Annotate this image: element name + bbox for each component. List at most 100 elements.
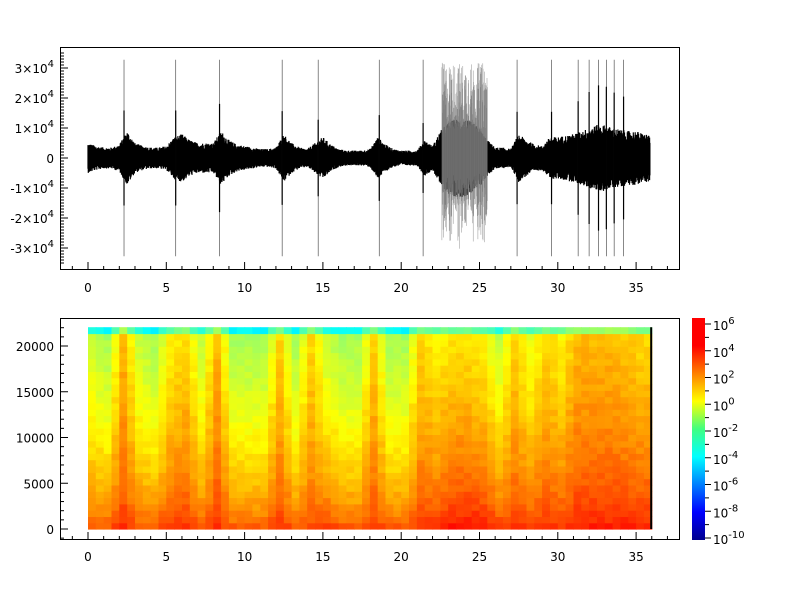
heatmap-cell	[268, 396, 277, 404]
heatmap-cell	[526, 352, 535, 360]
heatmap-cell	[597, 503, 606, 511]
heatmap-cell	[213, 522, 222, 530]
heatmap-cell	[385, 333, 394, 341]
heatmap-cell	[628, 396, 637, 404]
heatmap-cell	[103, 390, 113, 398]
heatmap-cell	[346, 371, 355, 379]
heatmap-cell	[628, 377, 637, 385]
heatmap-cell	[189, 522, 199, 530]
heatmap-cell	[604, 409, 614, 417]
heatmap-cell	[268, 352, 277, 360]
heatmap-cell	[111, 428, 120, 435]
heatmap-cell	[636, 466, 645, 473]
heatmap-cell	[597, 415, 606, 423]
heatmap-cell	[510, 402, 520, 410]
heatmap-cell	[440, 434, 449, 442]
heatmap-cell	[362, 377, 371, 385]
heatmap-cell	[315, 428, 324, 435]
heatmap-cell	[518, 478, 527, 486]
heatmap-cell	[213, 358, 222, 366]
heatmap-cell	[174, 365, 183, 372]
heatmap-cell	[268, 497, 277, 505]
heatmap-cell	[456, 510, 465, 517]
heatmap-cell	[597, 358, 606, 366]
heatmap-cell	[362, 346, 371, 354]
heatmap-cell	[385, 396, 394, 404]
colorbar-tick-label: 10-6	[713, 477, 738, 494]
heatmap-cell	[542, 402, 551, 410]
y-tick-label-base: 2×10	[15, 92, 48, 106]
heatmap-cell	[346, 402, 355, 410]
heatmap-cell	[338, 327, 347, 335]
heatmap-cell	[369, 453, 379, 461]
heatmap-cell	[197, 503, 206, 511]
heatmap-cell	[495, 365, 504, 372]
heatmap-cell	[409, 402, 418, 410]
heatmap-cell	[479, 510, 488, 517]
heatmap-cell	[557, 415, 567, 423]
heatmap-cell	[456, 491, 465, 499]
heatmap-cell	[307, 346, 316, 354]
heatmap-cell	[581, 415, 590, 423]
heatmap-cell	[416, 459, 426, 467]
heatmap-cell	[174, 409, 183, 417]
heatmap-cell	[338, 428, 347, 435]
heatmap-cell	[589, 472, 598, 480]
heatmap-cell	[213, 491, 222, 499]
heatmap-cell	[221, 415, 230, 423]
heatmap-cell	[338, 365, 347, 372]
heatmap-cell	[103, 358, 113, 366]
heatmap-cell	[377, 327, 387, 335]
heatmap-cell	[518, 371, 527, 379]
heatmap-cell	[401, 440, 410, 448]
heatmap-cell	[550, 491, 559, 499]
heatmap-cell	[221, 377, 230, 385]
heatmap-cell	[643, 327, 653, 335]
heatmap-cell	[88, 453, 97, 461]
heatmap-cell	[401, 339, 410, 347]
heatmap-cell	[299, 503, 308, 511]
heatmap-cell	[260, 491, 269, 499]
heatmap-cell	[377, 339, 387, 347]
heatmap-cell	[315, 447, 324, 454]
heatmap-cell	[111, 384, 120, 391]
heatmap-cell	[597, 327, 606, 335]
heatmap-cell	[589, 402, 598, 410]
heatmap-cell	[393, 421, 402, 429]
heatmap-cell	[197, 428, 206, 435]
heatmap-cell	[393, 478, 402, 486]
heatmap-cell	[158, 459, 167, 467]
heatmap-cell	[275, 396, 285, 404]
heatmap-cell	[189, 327, 199, 335]
heatmap-cell	[604, 371, 614, 379]
heatmap-cell	[542, 466, 551, 473]
heatmap-cell	[628, 371, 637, 379]
heatmap-cell	[252, 472, 261, 480]
heatmap-cell	[111, 453, 120, 461]
heatmap-cell	[221, 402, 230, 410]
heatmap-cell	[628, 510, 637, 517]
heatmap-cell	[597, 384, 606, 391]
heatmap-cell	[487, 434, 496, 442]
heatmap-cell	[142, 510, 152, 517]
heatmap-cell	[315, 327, 324, 335]
heatmap-cell	[205, 346, 214, 354]
heatmap-cell	[424, 358, 434, 366]
heatmap-cell	[275, 377, 285, 385]
heatmap-cell	[432, 409, 441, 417]
heatmap-cell	[448, 346, 457, 354]
heatmap-cell	[526, 371, 535, 379]
heatmap-cell	[565, 447, 574, 454]
heatmap-cell	[182, 491, 191, 499]
heatmap-cell	[612, 333, 621, 341]
heatmap-cell	[283, 447, 293, 454]
heatmap-cell	[557, 384, 567, 391]
heatmap-cell	[510, 390, 520, 398]
heatmap-cell	[495, 522, 504, 530]
heatmap-cell	[221, 510, 230, 517]
heatmap-cell	[518, 358, 527, 366]
heatmap-cell	[534, 377, 543, 385]
heatmap-cell	[510, 478, 520, 486]
heatmap-cell	[189, 478, 199, 486]
